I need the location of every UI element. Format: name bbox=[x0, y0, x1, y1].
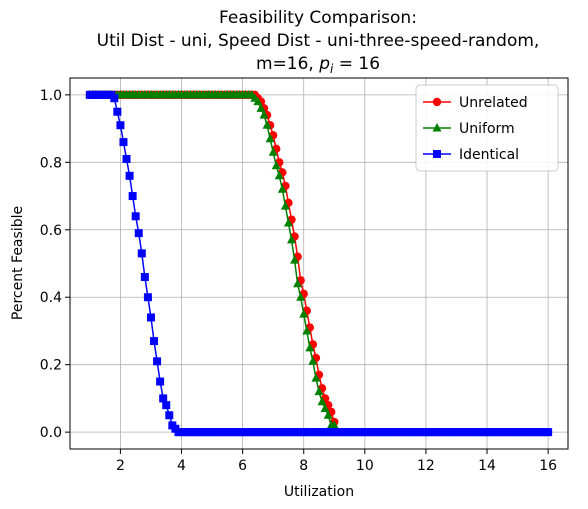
x-tick-label: 2 bbox=[116, 458, 125, 474]
y-tick-label: 0.0 bbox=[40, 425, 62, 441]
legend-label: Unrelated bbox=[459, 95, 528, 111]
data-point-uniform bbox=[290, 255, 300, 264]
data-point-identical bbox=[146, 313, 155, 322]
legend-swatch-marker bbox=[433, 150, 441, 158]
legend-entry-identical: Identical bbox=[423, 147, 519, 163]
data-point-identical bbox=[165, 411, 174, 420]
title-math-base: p bbox=[318, 54, 330, 74]
y-tick-label: 0.6 bbox=[40, 223, 62, 239]
data-point-uniform bbox=[314, 386, 324, 396]
plot-frame bbox=[69, 77, 569, 450]
x-tick-label: 4 bbox=[177, 458, 186, 474]
x-axis-label: Utilization bbox=[284, 484, 354, 500]
legend-entry-uniform: Uniform bbox=[423, 121, 515, 137]
data-point-uniform bbox=[308, 356, 318, 365]
y-tick-label: 0.8 bbox=[40, 155, 62, 171]
title-line-3-suffix: = 16 bbox=[333, 54, 380, 74]
x-tick-label: 12 bbox=[417, 458, 435, 474]
chart-title-line-3: m=16, pi = 16 bbox=[256, 54, 380, 76]
legend-box bbox=[415, 84, 559, 172]
data-point-uniform bbox=[299, 309, 309, 318]
data-point-identical bbox=[125, 171, 134, 180]
data-point-identical bbox=[150, 337, 159, 346]
title-math-subscript: i bbox=[330, 62, 334, 76]
data-point-uniform bbox=[283, 218, 293, 227]
data-point-uniform bbox=[280, 201, 290, 210]
y-tick-label: 1.0 bbox=[40, 88, 62, 104]
data-point-uniform bbox=[274, 170, 284, 180]
data-point-uniform bbox=[302, 325, 312, 335]
data-point-identical bbox=[113, 107, 122, 116]
y-axis-ticks: 0.0 0.2 0.4 0.6 0.8 1.0 bbox=[40, 88, 70, 441]
chart-title-line-2: Util Dist - uni, Speed Dist - uni-three-… bbox=[97, 31, 540, 51]
x-tick-label: 16 bbox=[539, 458, 557, 474]
data-point-identical bbox=[153, 357, 162, 366]
data-point-uniform bbox=[305, 342, 315, 352]
data-point-uniform bbox=[265, 133, 275, 143]
data-point-identical bbox=[544, 428, 553, 437]
data-point-uniform bbox=[317, 396, 327, 406]
x-tick-label: 6 bbox=[238, 458, 247, 474]
data-point-uniform bbox=[323, 410, 333, 419]
data-point-identical bbox=[140, 272, 149, 281]
data-point-uniform bbox=[329, 420, 339, 429]
data-point-uniform bbox=[296, 292, 306, 301]
legend-label: Uniform bbox=[459, 121, 515, 137]
y-tick-label: 0.4 bbox=[40, 290, 62, 306]
series-identical bbox=[85, 90, 553, 437]
data-point-identical bbox=[116, 121, 125, 130]
data-point-identical bbox=[128, 192, 137, 201]
y-axis-label: Percent Feasible bbox=[10, 206, 26, 320]
data-point-identical bbox=[156, 377, 165, 386]
x-tick-label: 8 bbox=[299, 458, 308, 474]
data-point-uniform bbox=[259, 110, 269, 119]
data-point-identical bbox=[134, 229, 143, 238]
data-point-identical bbox=[119, 138, 128, 147]
data-point-uniform bbox=[311, 373, 321, 382]
legend-swatch-marker bbox=[432, 97, 442, 107]
data-point-identical bbox=[122, 154, 131, 163]
data-point-identical bbox=[137, 249, 146, 258]
x-tick-label: 10 bbox=[356, 458, 374, 474]
legend-swatch-marker bbox=[432, 123, 442, 132]
data-point-uniform bbox=[256, 103, 266, 112]
chart-title-line-1: Feasibility Comparison: bbox=[219, 8, 417, 28]
data-point-identical bbox=[162, 401, 171, 410]
data-point-uniform bbox=[320, 403, 330, 413]
data-point-uniform bbox=[277, 184, 287, 193]
title-line-3-prefix: m=16, bbox=[256, 54, 319, 74]
y-tick-label: 0.2 bbox=[40, 358, 62, 374]
series-layer bbox=[85, 89, 553, 437]
data-point-identical bbox=[110, 94, 119, 103]
data-point-uniform bbox=[287, 234, 297, 244]
legend: Unrelated Uniform Identical bbox=[415, 84, 559, 172]
x-tick-label: 14 bbox=[478, 458, 496, 474]
data-point-uniform bbox=[293, 278, 303, 288]
legend-entry-unrelated: Unrelated bbox=[423, 95, 528, 111]
data-point-uniform bbox=[268, 147, 278, 156]
x-axis-ticks: 2 4 6 8 10 12 14 16 bbox=[116, 449, 557, 474]
data-point-uniform bbox=[271, 160, 281, 170]
data-point-identical bbox=[131, 212, 140, 221]
data-point-identical bbox=[143, 293, 152, 302]
data-point-uniform bbox=[262, 120, 272, 129]
data-point-identical bbox=[159, 394, 168, 403]
legend-label: Identical bbox=[459, 147, 519, 163]
data-point-uniform bbox=[253, 96, 263, 106]
